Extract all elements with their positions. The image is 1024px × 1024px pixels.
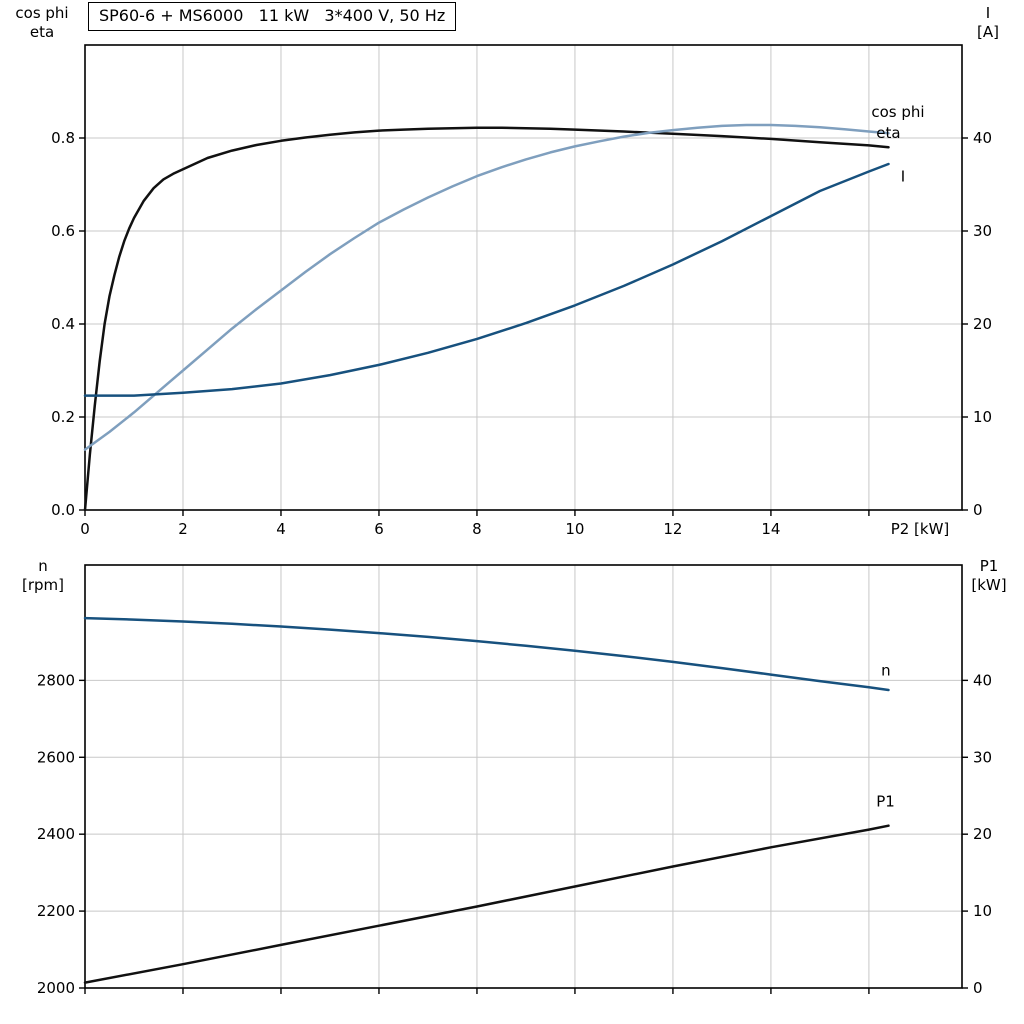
- right-tick-label: 40: [973, 671, 992, 689]
- series-n: [83, 616, 890, 692]
- right-tick-label: 10: [973, 902, 992, 920]
- right-tick-label: 30: [973, 222, 992, 240]
- series-P1: [83, 824, 890, 984]
- right-tick-label: 10: [973, 408, 992, 426]
- x-tick-label: 12: [663, 520, 682, 538]
- right-tick-label: 20: [973, 315, 992, 333]
- right-tick-label: 20: [973, 825, 992, 843]
- top-right-axis-title-line2: [A]: [977, 23, 999, 41]
- x-tick-label: 4: [276, 520, 286, 538]
- plot-frame: [84, 564, 963, 989]
- left-tick-label: 0.0: [51, 501, 75, 519]
- x-tick-label: 0: [80, 520, 90, 538]
- top-left-axis-title: cos phi eta: [2, 4, 82, 42]
- right-tick-label: 40: [973, 129, 992, 147]
- right-tick-label: 30: [973, 748, 992, 766]
- top-right-axis-title: I [A]: [960, 4, 1016, 42]
- series-eta: [83, 126, 890, 512]
- plot-frame: [84, 44, 963, 511]
- series-I: [83, 162, 890, 397]
- x-tick-label: 14: [761, 520, 780, 538]
- bottom-right-axis-title-line1: P1: [979, 557, 999, 575]
- left-tick-label: 0.8: [51, 129, 75, 147]
- curve-label-P1: P1: [876, 792, 895, 810]
- chart-1: 2000 2200 2400 2600 2800 0 10 20 30 40 n P1: [37, 564, 992, 997]
- top-left-axis-title-line2: eta: [29, 23, 55, 41]
- x-tick-label: 2: [178, 520, 188, 538]
- right-tick-label: 0: [973, 501, 983, 519]
- left-tick-label: 2200: [37, 902, 75, 920]
- left-tick-label: 2000: [37, 979, 75, 997]
- x-tick-label: 6: [374, 520, 384, 538]
- bottom-left-axis-title-line1: n: [38, 557, 48, 575]
- bottom-right-axis-title: P1 [kW]: [960, 557, 1018, 595]
- top-left-axis-title-line1: cos phi: [15, 4, 69, 22]
- x-axis-label: P2 [kW]: [891, 520, 950, 538]
- left-tick-label: 2800: [37, 671, 75, 689]
- left-tick-label: 0.2: [51, 408, 75, 426]
- left-tick-label: 2600: [37, 748, 75, 766]
- curve-label-n: n: [881, 662, 891, 680]
- top-right-axis-title-line1: I: [985, 4, 991, 22]
- curve-label-eta: eta: [876, 124, 900, 142]
- left-tick-label: 0.4: [51, 315, 75, 333]
- right-tick-label: 0: [973, 979, 983, 997]
- curve-label-cos-phi: cos phi: [871, 103, 924, 121]
- chart-0: 0 2 4 6 8 10 12 14 0.0 0.2 0.4 0.6 0.8 0 10 20 30 40 P2 [k…: [51, 44, 992, 538]
- x-tick-label: 10: [565, 520, 584, 538]
- x-tick-label: 8: [472, 520, 482, 538]
- bottom-left-axis-title: n [rpm]: [6, 557, 80, 595]
- curve-label-I: I: [901, 168, 905, 186]
- bottom-left-axis-title-line2: [rpm]: [21, 576, 64, 594]
- bottom-right-axis-title-line2: [kW]: [971, 576, 1007, 594]
- series-cos-phi: [83, 123, 890, 451]
- left-tick-label: 0.6: [51, 222, 75, 240]
- chart-title-box: SP60-6 + MS6000 11 kW 3*400 V, 50 Hz: [88, 2, 457, 31]
- left-tick-label: 2400: [37, 825, 75, 843]
